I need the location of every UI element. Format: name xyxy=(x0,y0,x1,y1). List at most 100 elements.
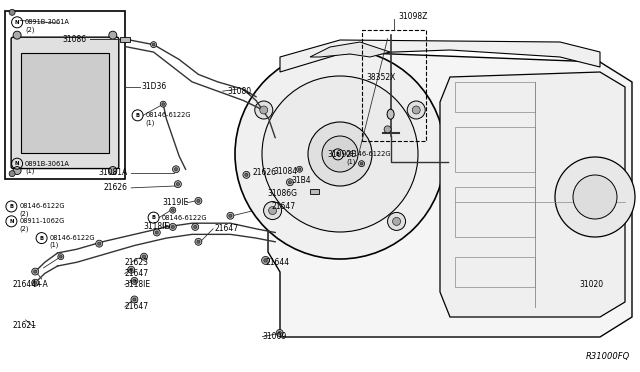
Circle shape xyxy=(131,278,138,284)
Circle shape xyxy=(260,106,268,114)
Text: 21644+A: 21644+A xyxy=(13,280,49,289)
Circle shape xyxy=(192,224,198,230)
Bar xyxy=(5,11,125,179)
Circle shape xyxy=(13,31,21,39)
Circle shape xyxy=(255,101,273,119)
Circle shape xyxy=(152,43,155,46)
Text: (2): (2) xyxy=(19,210,29,217)
Circle shape xyxy=(262,256,269,264)
Circle shape xyxy=(269,206,276,215)
Text: 08146-6122G: 08146-6122G xyxy=(161,215,207,221)
Text: 0891B-3061A: 0891B-3061A xyxy=(25,19,70,25)
Text: (1): (1) xyxy=(346,158,355,165)
Circle shape xyxy=(154,229,160,236)
Circle shape xyxy=(573,175,617,219)
Text: 0891B-3061A: 0891B-3061A xyxy=(25,161,70,167)
Ellipse shape xyxy=(387,109,394,119)
Text: 08146-6122G: 08146-6122G xyxy=(50,235,95,241)
Circle shape xyxy=(109,31,117,39)
Circle shape xyxy=(143,255,145,258)
Circle shape xyxy=(235,49,445,259)
Circle shape xyxy=(276,330,283,336)
Text: 21647: 21647 xyxy=(272,202,296,211)
Polygon shape xyxy=(310,42,390,57)
Circle shape xyxy=(170,207,176,213)
Circle shape xyxy=(197,199,200,202)
Text: 08146-6122G: 08146-6122G xyxy=(346,151,392,157)
Circle shape xyxy=(172,225,174,228)
Circle shape xyxy=(227,212,234,219)
Text: 31080: 31080 xyxy=(227,87,252,96)
Circle shape xyxy=(109,167,117,174)
Circle shape xyxy=(384,126,391,133)
Circle shape xyxy=(278,331,281,334)
Circle shape xyxy=(34,281,36,284)
Bar xyxy=(120,36,130,42)
Circle shape xyxy=(58,254,64,260)
Text: 21626: 21626 xyxy=(104,183,128,192)
Circle shape xyxy=(128,266,134,273)
Text: 31092E: 31092E xyxy=(328,150,356,159)
Text: 31020: 31020 xyxy=(579,280,604,289)
Text: 08911-1062G: 08911-1062G xyxy=(19,218,65,224)
Circle shape xyxy=(32,279,38,286)
Circle shape xyxy=(358,161,365,167)
Text: (1): (1) xyxy=(25,167,35,174)
Circle shape xyxy=(243,171,250,178)
Text: 08146-6122G: 08146-6122G xyxy=(19,203,65,209)
Circle shape xyxy=(150,42,157,48)
Text: 31081A: 31081A xyxy=(99,169,128,177)
Bar xyxy=(455,187,535,237)
Text: 21626: 21626 xyxy=(253,169,277,177)
Circle shape xyxy=(555,157,635,237)
Text: B: B xyxy=(40,235,44,241)
Bar xyxy=(455,257,535,287)
Text: 31084: 31084 xyxy=(273,167,298,176)
Text: (1): (1) xyxy=(146,119,155,126)
Circle shape xyxy=(197,240,200,243)
Circle shape xyxy=(9,9,15,15)
Text: 31098Z: 31098Z xyxy=(399,12,428,21)
Circle shape xyxy=(133,279,136,282)
Bar xyxy=(21,53,109,153)
Circle shape xyxy=(194,225,196,228)
Text: 31086: 31086 xyxy=(62,35,86,44)
Text: 21621: 21621 xyxy=(13,321,36,330)
Text: 38352X: 38352X xyxy=(367,73,396,82)
Text: (1): (1) xyxy=(50,242,59,248)
Circle shape xyxy=(322,136,358,172)
Text: 21647: 21647 xyxy=(214,224,239,233)
Bar xyxy=(310,189,319,194)
Text: 08146-6122G: 08146-6122G xyxy=(146,112,191,118)
Circle shape xyxy=(287,179,293,186)
Text: 3118IE: 3118IE xyxy=(125,280,151,289)
Text: N: N xyxy=(9,219,13,224)
Circle shape xyxy=(141,253,147,260)
Text: 21644: 21644 xyxy=(266,258,290,267)
Circle shape xyxy=(245,173,248,176)
Circle shape xyxy=(360,162,363,165)
Polygon shape xyxy=(268,52,632,337)
Text: B: B xyxy=(152,215,156,220)
Circle shape xyxy=(412,106,420,114)
Text: 31B4: 31B4 xyxy=(291,176,311,185)
Circle shape xyxy=(175,168,177,171)
Circle shape xyxy=(96,240,102,247)
Polygon shape xyxy=(280,40,600,72)
Circle shape xyxy=(298,168,301,171)
Circle shape xyxy=(308,122,372,186)
Circle shape xyxy=(160,101,166,107)
Text: R31000FQ: R31000FQ xyxy=(586,352,630,361)
Text: B: B xyxy=(136,113,140,118)
Text: 3119IE: 3119IE xyxy=(163,198,189,207)
Circle shape xyxy=(229,214,232,217)
Circle shape xyxy=(34,270,36,273)
Text: 31D36: 31D36 xyxy=(142,82,167,92)
Text: N: N xyxy=(15,161,19,166)
Bar xyxy=(455,82,535,112)
Text: (2): (2) xyxy=(19,225,29,232)
Circle shape xyxy=(130,268,132,271)
Circle shape xyxy=(60,255,62,258)
Circle shape xyxy=(13,167,21,174)
Bar xyxy=(455,127,535,172)
